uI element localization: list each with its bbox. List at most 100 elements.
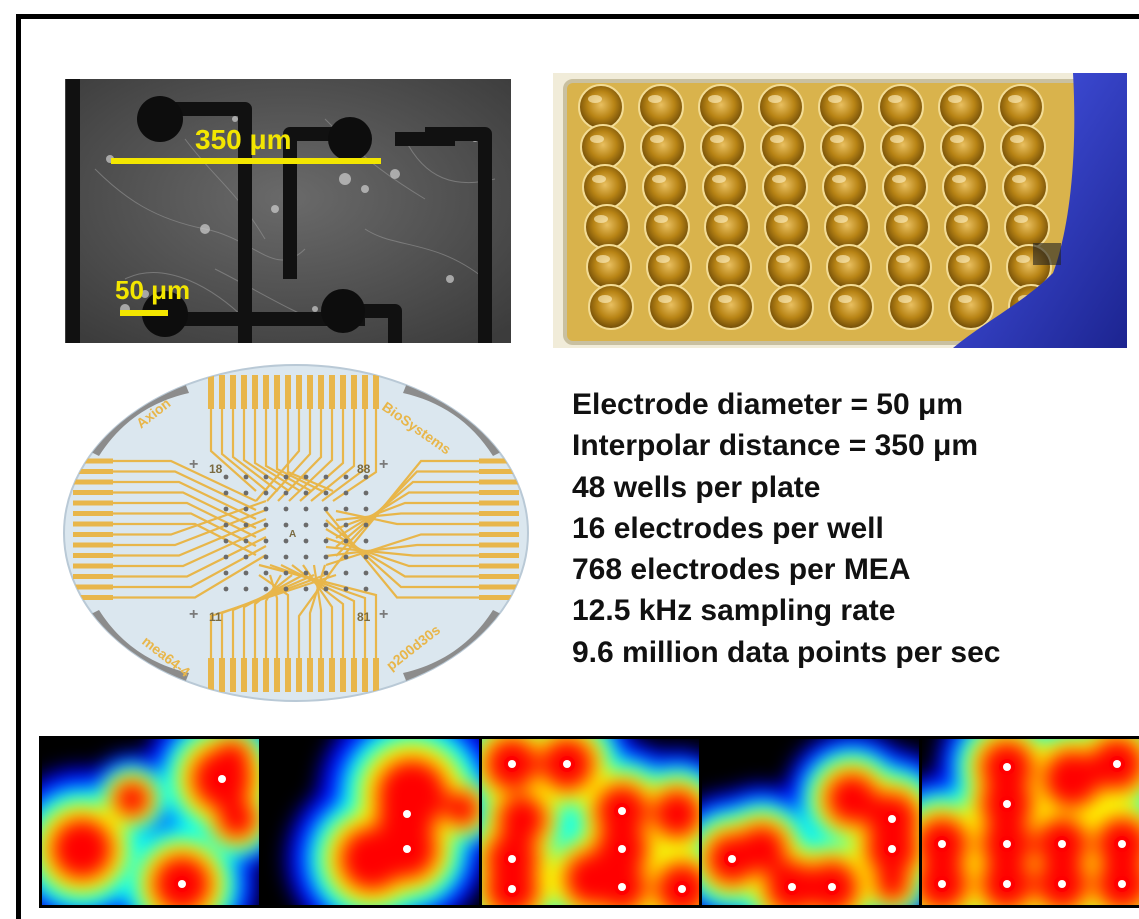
chip-electrode (223, 538, 229, 544)
heatmap-4 (702, 739, 919, 905)
plate-well (820, 124, 866, 170)
chip-electrode (343, 554, 349, 560)
chip-electrode (283, 538, 289, 544)
chip-electrode (243, 490, 249, 496)
heatmap-1 (42, 739, 259, 905)
chip-electrode (323, 554, 329, 560)
plate-well (1002, 164, 1048, 210)
chip-electrode (303, 586, 309, 592)
plate-well (942, 164, 988, 210)
plate-well (944, 204, 990, 250)
plate-well (888, 284, 934, 330)
chip-electrode (243, 474, 249, 480)
plate-well (948, 284, 994, 330)
chip-electrode (303, 490, 309, 496)
svg-text:+: + (379, 456, 388, 473)
plate-well (584, 204, 630, 250)
plate-well (1004, 204, 1050, 250)
label-18: 18 (209, 462, 223, 476)
plate-well (818, 84, 864, 130)
plate-well (648, 284, 694, 330)
chip-electrode (283, 522, 289, 528)
chip-electrode (323, 538, 329, 544)
svg-text:+: + (189, 456, 198, 473)
plate-well (578, 84, 624, 130)
micrograph-image: 350 μm 50 μm (65, 79, 511, 343)
spec-data-points: 9.6 million data points per sec (572, 635, 1001, 669)
chip-electrode (343, 570, 349, 576)
chip-electrode (323, 570, 329, 576)
chip-electrode (243, 522, 249, 528)
chip-electrode (363, 570, 369, 576)
chip-electrode (263, 538, 269, 544)
mea-chip-image: Axion BioSystems mea64-4 p200d30s 18 88 … (63, 364, 529, 702)
chip-electrode (263, 570, 269, 576)
chip-electrode (363, 554, 369, 560)
plate-well (758, 84, 804, 130)
plate-well (1000, 124, 1046, 170)
chip-electrode (303, 570, 309, 576)
spec-list: Electrode diameter = 50 μm Interpolar di… (572, 384, 1132, 673)
chip-electrode (223, 570, 229, 576)
chip-electrode (223, 506, 229, 512)
plate-well (938, 84, 984, 130)
plate-well (646, 244, 692, 290)
label-88: 88 (357, 462, 371, 476)
chip-electrode (343, 586, 349, 592)
activity-heatmap-strip (39, 736, 1139, 908)
label-81: 81 (357, 610, 371, 624)
chip-electrode (343, 490, 349, 496)
plate-well (878, 84, 924, 130)
chip-electrode (363, 586, 369, 592)
chip-electrode (323, 586, 329, 592)
spec-electrodes-per-mea: 768 electrodes per MEA (572, 553, 911, 587)
plate-well (704, 204, 750, 250)
plate-well (586, 244, 632, 290)
plate-well (644, 204, 690, 250)
chip-electrode (323, 506, 329, 512)
chip-electrode (283, 506, 289, 512)
scale-label-large: 350 μm (195, 124, 292, 155)
chip-electrode (283, 554, 289, 560)
chip-electrode (343, 474, 349, 480)
chip-electrode (283, 570, 289, 576)
chip-electrode (223, 474, 229, 480)
plate-well (706, 244, 752, 290)
plate-well (822, 164, 868, 210)
chip-electrode (363, 506, 369, 512)
plate-well (708, 284, 754, 330)
plate-well (698, 84, 744, 130)
chip-electrode (363, 490, 369, 496)
neuron-micrograph: 350 μm 50 μm (65, 79, 511, 343)
plate-well (828, 284, 874, 330)
spec-sampling-rate: 12.5 kHz sampling rate (572, 594, 896, 628)
chip-electrode (243, 586, 249, 592)
scale-label-small: 50 μm (115, 275, 190, 305)
plate-well (764, 204, 810, 250)
chip-electrode (263, 586, 269, 592)
plate-well (946, 244, 992, 290)
chip-electrode (303, 474, 309, 480)
plate-well (640, 124, 686, 170)
plate-well (766, 244, 812, 290)
chip-electrode (343, 538, 349, 544)
plate-well (882, 164, 928, 210)
chip-electrode (243, 506, 249, 512)
heatmap-2 (262, 739, 479, 905)
plate-well (700, 124, 746, 170)
chip-electrode (243, 554, 249, 560)
plate-well (762, 164, 808, 210)
chip-electrode (223, 522, 229, 528)
chip-electrode (223, 554, 229, 560)
plate-well (582, 164, 628, 210)
plate-well (760, 124, 806, 170)
well-plate-photo (553, 73, 1127, 348)
plate-well (702, 164, 748, 210)
mea-chip-diagram: Axion BioSystems mea64-4 p200d30s 18 88 … (61, 361, 531, 706)
svg-text:+: + (189, 606, 198, 623)
chip-electrode (263, 490, 269, 496)
spec-electrodes-per-well: 16 electrodes per well (572, 511, 884, 545)
spec-interpolar-distance: Interpolar distance = 350 μm (572, 429, 979, 463)
chip-electrode (303, 554, 309, 560)
plate-well (940, 124, 986, 170)
